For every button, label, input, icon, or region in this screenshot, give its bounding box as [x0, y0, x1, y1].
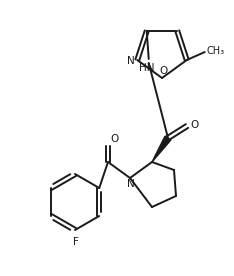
Text: N: N — [127, 179, 135, 189]
Polygon shape — [152, 136, 171, 162]
Text: O: O — [110, 134, 118, 144]
Text: N: N — [127, 56, 134, 66]
Text: F: F — [73, 237, 79, 247]
Text: CH₃: CH₃ — [207, 46, 225, 56]
Text: O: O — [190, 120, 198, 130]
Text: HN: HN — [139, 63, 154, 73]
Text: O: O — [159, 66, 167, 76]
